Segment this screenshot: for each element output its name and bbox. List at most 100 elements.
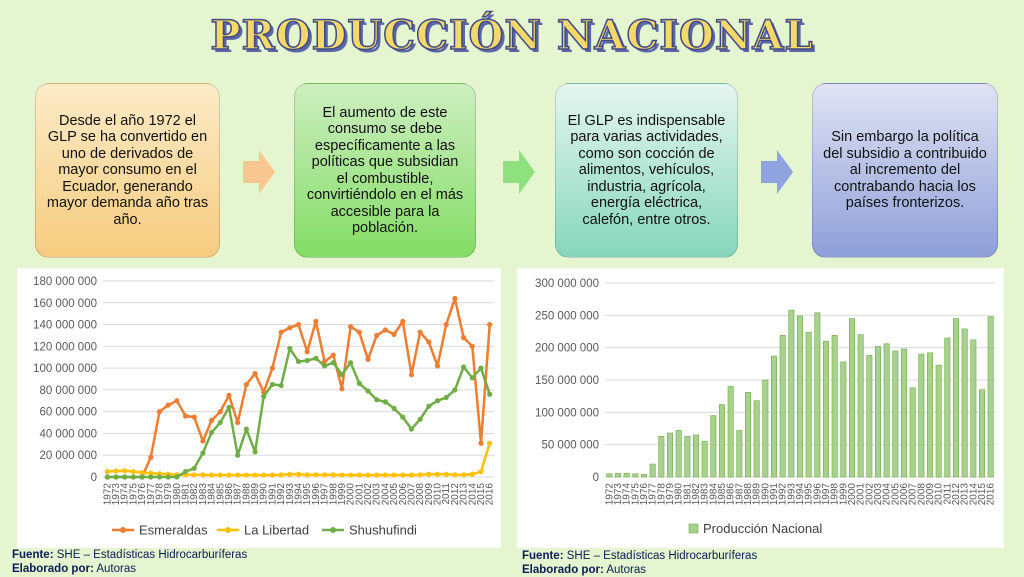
data-point [304, 349, 310, 355]
x-tick-label: 2016 [485, 483, 496, 506]
legend-label: Producción Nacional [703, 521, 822, 536]
info-box-2: El aumento de este consumo se debe espec… [294, 83, 476, 258]
data-point [478, 365, 484, 371]
x-tick-label: 2015 [476, 483, 487, 506]
data-point [278, 329, 284, 335]
data-point [304, 357, 310, 364]
data-point [217, 472, 223, 478]
bar [909, 387, 916, 478]
data-point [417, 329, 423, 335]
data-point [122, 474, 128, 480]
data-point [391, 331, 397, 337]
data-point [156, 474, 163, 480]
x-tick-label: 2008 [916, 483, 927, 506]
bar [710, 415, 717, 478]
x-tick-label: 1977 [146, 483, 157, 506]
y-tick-label: 0 [593, 472, 599, 484]
data-point [356, 472, 362, 478]
source-note-left: Fuente: SHE – Estadísticas Hidrocarburíf… [12, 548, 247, 576]
x-tick-label: 1996 [812, 483, 823, 506]
bar [667, 432, 673, 478]
x-tick-label: 2003 [372, 483, 383, 506]
legend: Producción Nacional [688, 521, 822, 536]
page-title: PRODUCCIÓN NACIONAL [210, 11, 814, 60]
data-point [313, 318, 319, 324]
data-point [122, 468, 128, 474]
data-point [487, 321, 493, 328]
data-point [174, 474, 180, 480]
x-tick-label: 1986 [224, 483, 235, 506]
x-tick-label: 2012 [951, 483, 962, 506]
series-esmeraldas [104, 295, 493, 480]
data-point [243, 381, 249, 388]
bar [649, 463, 656, 478]
bar [901, 348, 907, 478]
x-tick-label: 2007 [908, 483, 919, 506]
x-tick-label: 1995 [804, 483, 815, 506]
data-point [382, 327, 388, 333]
data-point [313, 355, 319, 361]
info-box-1: Desde el año 1972 el GLP se ha convertid… [35, 83, 220, 258]
data-point [304, 472, 310, 478]
x-tick-label: 1998 [328, 483, 339, 506]
x-tick-label: 1990 [760, 483, 771, 506]
data-point [287, 471, 293, 477]
data-point [478, 468, 484, 475]
y-tick-label: 50 000 000 [541, 440, 599, 452]
x-tick-label: 1987 [734, 483, 745, 506]
y-tick-label: 100 000 000 [33, 363, 97, 375]
legend-label: Shushufindi [349, 523, 417, 538]
data-point [374, 397, 380, 403]
y-tick-label: 200 000 000 [535, 343, 599, 355]
source-note-right: Fuente: SHE – Estadísticas Hidrocarburíf… [522, 549, 757, 577]
x-tick-label: 1992 [276, 483, 287, 506]
data-point [252, 370, 258, 377]
data-point [365, 356, 371, 362]
x-tick-label: 2007 [406, 483, 417, 506]
data-point [130, 474, 137, 480]
x-tick-label: 2013 [459, 483, 470, 506]
y-tick-label: 40 000 000 [39, 428, 97, 440]
data-point [443, 471, 449, 477]
series-line [107, 442, 491, 477]
y-axis: 0 20 000 000 40 000 000 60 000 000 80 000 00… [33, 276, 494, 484]
data-point [269, 472, 276, 478]
data-point [391, 472, 397, 478]
y-tick-label: 160 000 000 [33, 298, 97, 310]
legend-marker [330, 527, 336, 533]
data-point [408, 426, 415, 432]
x-axis: 1972197319741975197619771978197919801981… [604, 483, 996, 506]
bar [658, 435, 665, 478]
data-point [287, 345, 293, 352]
y-tick-label: 20 000 000 [39, 450, 97, 462]
x-tick-label: 2011 [441, 483, 452, 505]
fuente-label: Fuente: [522, 550, 564, 562]
x-tick-label: 1984 [708, 483, 719, 506]
data-point [382, 472, 388, 478]
bar [736, 430, 743, 478]
bar [840, 361, 847, 478]
bar [814, 312, 821, 478]
right-arrow-icon [243, 150, 275, 194]
data-point [391, 405, 397, 411]
data-point [339, 372, 345, 378]
legend-marker [120, 527, 126, 533]
elaborado-text: Autoras [96, 563, 136, 575]
x-tick-label: 1975 [128, 483, 139, 506]
data-point [217, 409, 223, 415]
x-tick-label: 1994 [294, 483, 305, 506]
data-point [235, 452, 241, 458]
x-axis: 1972197319741975197619771978197919801981… [102, 483, 495, 506]
data-point [261, 472, 267, 478]
data-point [165, 402, 171, 408]
info-box-3-text: El GLP es indispensable para varias acti… [567, 112, 726, 228]
data-point [278, 382, 284, 389]
data-point [408, 472, 415, 478]
data-point [321, 358, 328, 365]
data-point [426, 403, 432, 409]
x-tick-label: 1981 [682, 483, 693, 506]
data-point [156, 409, 163, 415]
x-tick-label: 1991 [267, 483, 278, 506]
legend-swatch [688, 523, 699, 534]
data-point [434, 471, 441, 477]
